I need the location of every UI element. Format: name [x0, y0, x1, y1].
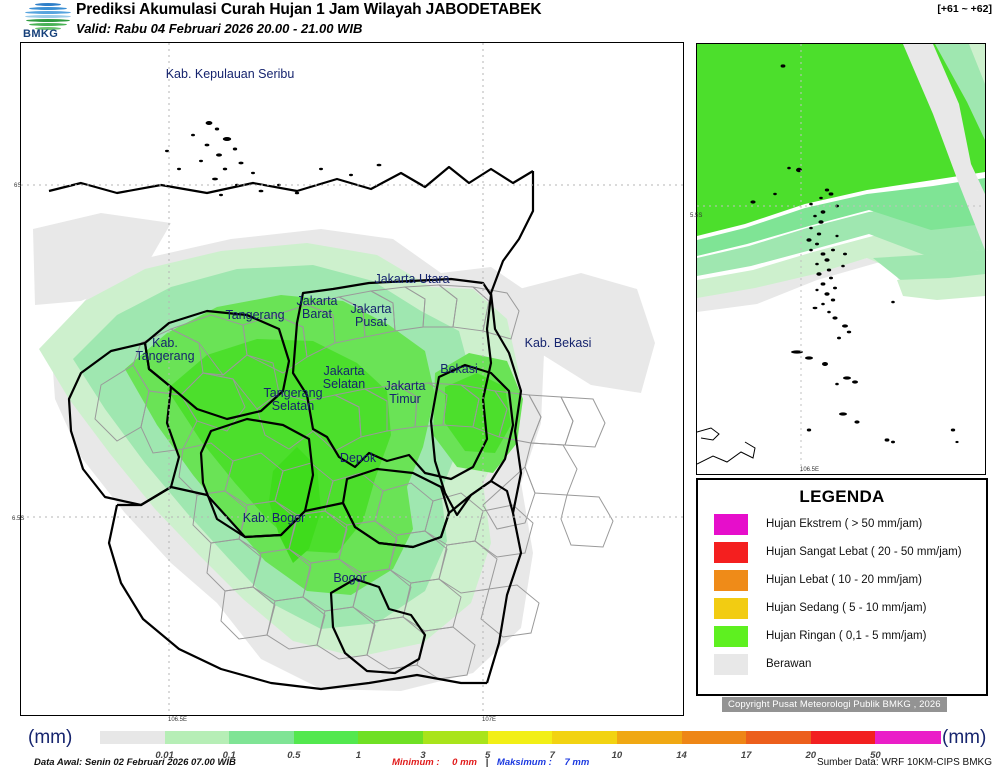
legend-title: LEGENDA — [799, 487, 885, 506]
legend-color-swatch — [714, 513, 748, 535]
legend-panel: LEGENDA Hujan Ekstrem ( > 50 mm/jam) Huja… — [696, 478, 988, 696]
copyright-notice: Copyright Pusat Meteorologi Publik BMKG … — [722, 697, 947, 712]
colorbar-segment — [810, 731, 876, 744]
legend-color-swatch — [714, 625, 748, 647]
colorbar-tick-label: 7 — [549, 750, 555, 761]
bmkg-logo: BMKG — [22, 1, 74, 41]
bmkg-logo-label: BMKG — [23, 28, 59, 40]
legend-item: Hujan Ringan ( 0,1 - 5 mm/jam) — [698, 623, 986, 649]
colorbar-segment — [423, 731, 489, 744]
legend-item-label: Hujan Ringan ( 0,1 - 5 mm/jam) — [766, 630, 927, 642]
main-map-canvas[interactable] — [21, 43, 683, 715]
axis-tick-label: 5.5S — [690, 213, 703, 219]
inset-map-panel[interactable] — [696, 43, 986, 475]
legend-rows: Hujan Ekstrem ( > 50 mm/jam) Hujan Sangat… — [698, 511, 986, 677]
colorbar-segment — [487, 731, 553, 744]
colorbar-tick-label: 0.01 — [155, 750, 174, 761]
colorbar-segment — [358, 731, 424, 744]
maksimum-label: Maksimum : — [496, 757, 552, 768]
inset-coastline — [697, 427, 756, 465]
legend-item: Berawan — [698, 651, 986, 677]
legend-item-label: Hujan Sangat Lebat ( 20 - 50 mm/jam) — [766, 546, 962, 558]
colorbar-segment — [616, 731, 683, 744]
legend-item-label: Hujan Sedang ( 5 - 10 mm/jam) — [766, 602, 927, 614]
colorbar-segment — [681, 731, 747, 744]
legend-color-swatch — [714, 653, 748, 675]
minmax-separator: | — [485, 757, 489, 768]
legend-color-swatch — [714, 597, 748, 619]
main-map-panel[interactable] — [20, 42, 684, 716]
page-title: Prediksi Akumulasi Curah Hujan 1 Jam Wil… — [76, 1, 542, 18]
colorbar-gradient: 0.01 0.1 0.5 1 3 5 7 10 14 17 20 50 — [100, 731, 941, 761]
colorbar-tick-label: 3 — [420, 750, 426, 761]
axis-tick-label: 106.5E — [800, 467, 820, 473]
colorbar-segment — [293, 731, 360, 744]
inset-grid — [697, 44, 985, 474]
axis-tick-label: 106.5E — [168, 717, 188, 723]
data-source-label: Sumber Data: WRF 10KM-CIPS BMKG — [816, 757, 992, 768]
colorbar-unit-left: (mm) — [28, 727, 73, 748]
axis-tick-label: 6.5S — [12, 516, 25, 522]
axis-tick-label: 107E — [482, 717, 497, 723]
page-header: BMKG Prediksi Akumulasi Curah Hujan 1 Ja… — [0, 0, 1000, 40]
district-boundaries — [94, 284, 614, 680]
colorbar-segment — [746, 731, 812, 744]
legend-color-swatch — [714, 541, 748, 563]
colorbar-unit-right: (mm) — [942, 727, 987, 748]
colorbar-segment — [552, 731, 618, 744]
legend-item-label: Berawan — [766, 658, 812, 670]
colorbar-tick-label: 20 — [805, 750, 817, 761]
legend-item: Hujan Ekstrem ( > 50 mm/jam) — [698, 511, 986, 537]
legend-item: Hujan Sedang ( 5 - 10 mm/jam) — [698, 595, 986, 621]
colorbar-segment — [875, 731, 941, 744]
colorbar-tick-label: 17 — [740, 750, 752, 761]
legend-color-swatch — [714, 569, 748, 591]
legend-item: Hujan Sangat Lebat ( 20 - 50 mm/jam) — [698, 539, 986, 565]
valid-time-label: Valid: Rabu 04 Februari 2026 20.00 - 21.… — [76, 21, 363, 36]
inset-island-dots — [750, 64, 959, 444]
colorbar-tick-label: 10 — [611, 750, 623, 761]
legend-item-label: Hujan Ekstrem ( > 50 mm/jam) — [766, 518, 923, 530]
colorbar-tick-label: 1 — [355, 750, 362, 761]
minimum-label: Minimum : — [392, 757, 440, 768]
colorbar-tick-label: 0.5 — [287, 750, 301, 761]
legend-item-label: Hujan Lebat ( 10 - 20 mm/jam) — [766, 574, 922, 586]
legend-item: Hujan Lebat ( 10 - 20 mm/jam) — [698, 567, 986, 593]
colorbar-tick-label: 50 — [870, 750, 881, 761]
inset-precip-bands — [697, 44, 985, 312]
maksimum-value: 7 mm — [564, 757, 590, 768]
kepulauan-seribu-islands — [165, 121, 382, 197]
forecast-step-range: [+61 ~ +62] — [937, 3, 992, 15]
min-max-label: Minimum : 0 mm | Maksimum : 7 mm — [392, 757, 589, 768]
colorbar-segment — [164, 731, 230, 744]
colorbar-segment — [100, 731, 166, 744]
province-borders — [48, 165, 535, 691]
colorbar-section: (mm) (mm) 0.01 0.1 0.5 1 3 5 7 10 14 17 20 50 Data … — [0, 726, 1000, 769]
axis-tick-label: 6S — [14, 183, 22, 189]
colorbar-tick-label: 5 — [485, 750, 491, 761]
inset-map-canvas[interactable] — [697, 44, 985, 474]
colorbar-tick-label: 14 — [676, 750, 687, 761]
colorbar-tick-label: 0.1 — [222, 750, 236, 761]
data-awal-label: Data Awal: Senin 02 Februari 2026 07.00 … — [34, 757, 236, 768]
lat-lon-grid — [21, 43, 683, 715]
minimum-value: 0 mm — [452, 757, 477, 768]
colorbar-segment — [229, 731, 295, 744]
